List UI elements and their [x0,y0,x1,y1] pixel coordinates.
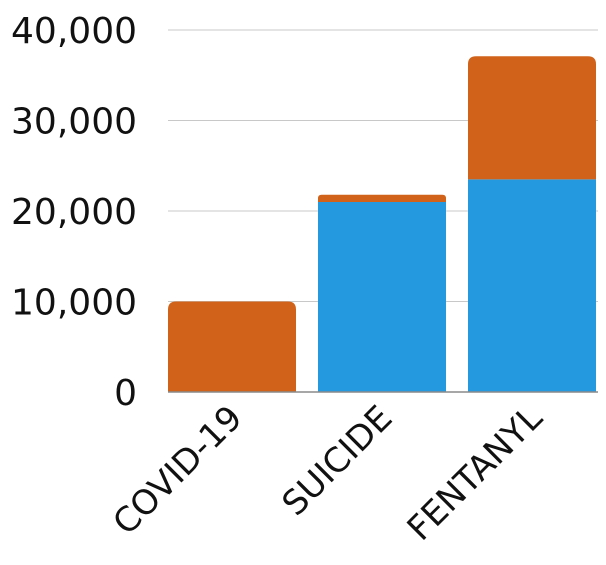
y-axis-tick-labels: 0 10,000 20,000 30,000 40,000 [11,11,137,414]
y-tick-label: 0 [114,373,137,414]
y-tick-label: 30,000 [11,102,137,143]
bar-segment-fentanyl-series-2 [468,56,596,180]
y-tick-label: 40,000 [11,11,137,52]
bar-segment-suicide-series-2 [318,194,446,202]
x-tick-label: FENTANYL [400,398,551,549]
x-tick-label: SUICIDE [275,398,401,524]
bars [168,56,596,392]
x-axis-category-labels: COVID-19 SUICIDE FENTANYL [105,398,550,549]
y-tick-label: 20,000 [11,192,137,233]
y-tick-label: 10,000 [11,283,137,324]
bar-segment-suicide-series-1 [318,201,446,392]
bar-segment-fentanyl-series-1 [468,179,596,392]
x-tick-label: COVID-19 [105,398,250,543]
bar-segment-covid-19-series-2 [168,301,296,392]
